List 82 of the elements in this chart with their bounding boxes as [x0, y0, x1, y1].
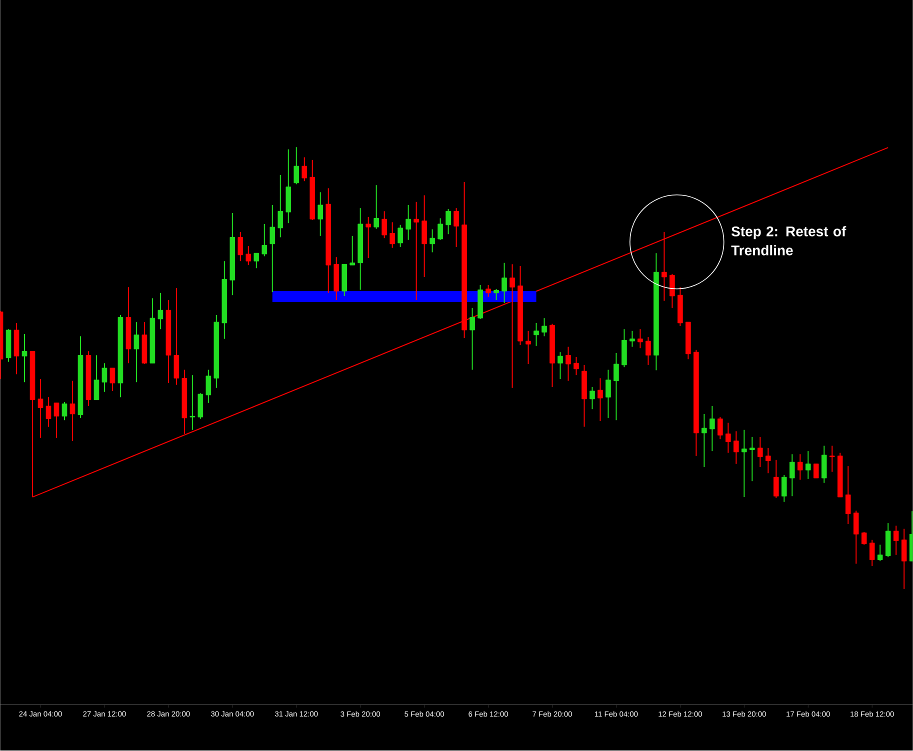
candlestick	[398, 224, 403, 248]
candlestick	[845, 466, 851, 525]
candlestick	[853, 510, 859, 564]
candlestick	[470, 308, 475, 370]
candlestick	[710, 406, 715, 452]
candlestick	[502, 262, 507, 304]
candlestick	[382, 210, 387, 239]
candlestick	[646, 336, 651, 366]
candlestick	[718, 416, 723, 440]
candlestick	[246, 246, 252, 266]
candlestick	[670, 274, 675, 309]
candlestick	[486, 284, 491, 298]
candlestick	[198, 392, 204, 420]
annotation: Step 2: Retest of Trendline	[731, 226, 846, 256]
candlestick	[558, 352, 563, 380]
candlestick	[278, 174, 284, 238]
candlestick	[454, 208, 459, 248]
candlestick	[46, 396, 52, 428]
candlestick	[366, 216, 371, 259]
candlestick	[174, 288, 180, 386]
candlestick	[750, 436, 755, 482]
candlestick	[774, 460, 779, 499]
candlestick	[374, 184, 379, 230]
candlestick	[190, 374, 196, 431]
candlestick	[813, 464, 819, 479]
candlestick	[742, 430, 747, 498]
candlestick	[638, 328, 643, 349]
candlestick	[54, 402, 60, 438]
candlestick	[606, 369, 611, 419]
candlestick	[566, 346, 571, 382]
candlestick	[22, 334, 28, 383]
candlestick	[766, 448, 771, 474]
candlestick	[734, 430, 739, 465]
candlestick	[238, 232, 244, 262]
candlestick	[438, 218, 443, 241]
candlestick	[598, 378, 603, 422]
candlestick	[869, 540, 875, 567]
candlestick	[446, 208, 451, 235]
candlestick	[829, 445, 835, 473]
candlestick	[797, 454, 803, 480]
candlestick	[590, 386, 595, 410]
candlestick	[62, 402, 68, 421]
candlestick	[534, 322, 539, 347]
candlestick	[254, 252, 260, 269]
candlestick	[70, 380, 76, 442]
candlestick	[758, 436, 763, 468]
candlestick	[406, 204, 411, 241]
candlestick	[662, 232, 667, 302]
candlestick	[821, 445, 827, 484]
candlestick	[262, 224, 268, 257]
candlestick	[302, 156, 308, 182]
candlestick	[134, 322, 140, 383]
candlestick	[526, 330, 531, 365]
candlestick	[38, 378, 44, 438]
candlestick	[901, 528, 907, 590]
candlestick	[877, 544, 883, 562]
candlestick	[94, 354, 100, 400]
candlestick	[861, 532, 867, 546]
candlestick	[630, 330, 635, 348]
candlestick	[574, 356, 579, 376]
candlestick	[270, 204, 276, 293]
candlestick	[422, 194, 427, 278]
candlestick	[414, 202, 419, 301]
candlestick	[318, 192, 324, 237]
candlestick	[893, 525, 899, 556]
candlestick	[805, 450, 811, 480]
candlestick	[294, 146, 300, 185]
candlestick	[542, 318, 547, 337]
candlestick	[206, 369, 212, 404]
candlestick	[510, 264, 515, 389]
candlestick	[726, 422, 731, 454]
candlestick	[390, 222, 395, 249]
candlestick	[350, 236, 356, 266]
candlestick	[702, 414, 707, 468]
candlestick	[430, 228, 435, 253]
candlestick	[110, 368, 116, 392]
candlestick	[789, 454, 795, 497]
candlestick	[494, 288, 499, 301]
candlestick	[158, 292, 164, 330]
candlestick	[102, 362, 108, 393]
candlestick	[781, 474, 787, 503]
candlestick	[614, 352, 619, 421]
